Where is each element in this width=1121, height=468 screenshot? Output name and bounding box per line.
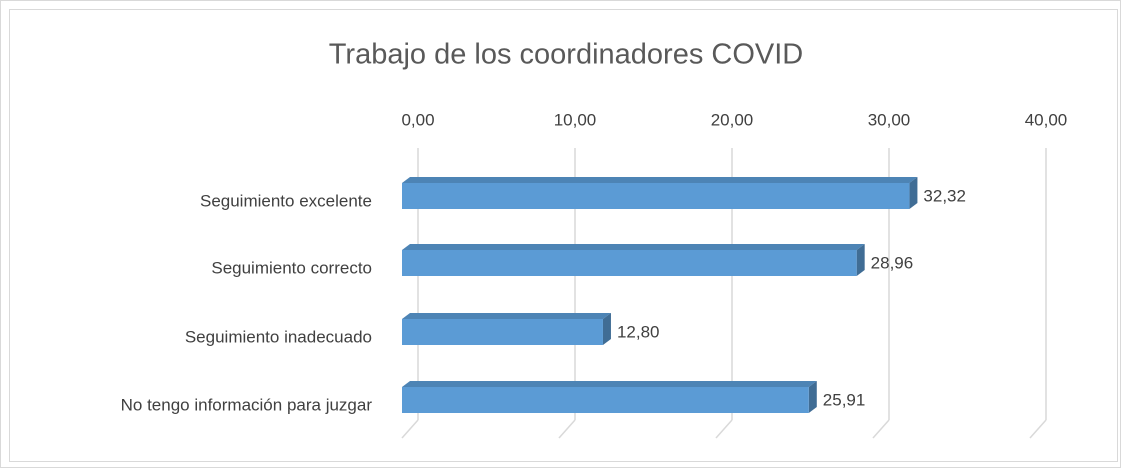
value-label: 28,96 — [871, 253, 914, 272]
bar-side — [602, 313, 611, 345]
y-tick-label: Seguimiento inadecuado — [185, 327, 372, 346]
bar-side — [909, 177, 918, 209]
x-tick-label: 20,00 — [711, 110, 754, 129]
bar-top — [402, 313, 611, 319]
bar-side — [856, 244, 865, 276]
grid-line-floor — [558, 419, 576, 439]
value-label: 25,91 — [823, 390, 866, 409]
x-tick-label: 10,00 — [554, 110, 597, 129]
bar-top — [402, 177, 918, 183]
value-label: 12,80 — [617, 322, 660, 341]
bar-top — [402, 244, 865, 250]
grid-line-floor — [872, 419, 890, 439]
chart-title: Trabajo de los coordinadores COVID — [329, 39, 803, 71]
x-tick-label: 0,00 — [401, 110, 434, 129]
bar-side — [808, 381, 817, 413]
grid-line-floor — [401, 419, 419, 439]
x-tick-label: 40,00 — [1025, 110, 1068, 129]
bar-top — [402, 381, 817, 387]
y-tick-label: No tengo información para juzgar — [121, 395, 373, 414]
y-tick-label: Seguimiento excelente — [200, 191, 372, 210]
grid-line-floor — [1029, 419, 1047, 439]
grid-line-floor — [715, 419, 733, 439]
bar — [402, 319, 603, 345]
bar — [402, 250, 857, 276]
value-label: 32,32 — [923, 186, 966, 205]
y-tick-label: Seguimiento correcto — [211, 258, 372, 277]
bar — [402, 387, 809, 413]
bar — [402, 183, 910, 209]
x-tick-label: 30,00 — [868, 110, 911, 129]
